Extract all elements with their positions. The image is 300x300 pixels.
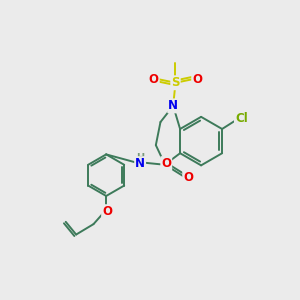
Text: O: O	[183, 171, 193, 184]
Text: H: H	[136, 153, 144, 163]
Text: N: N	[135, 157, 145, 170]
Text: O: O	[161, 157, 171, 170]
Text: O: O	[149, 73, 159, 86]
Text: S: S	[171, 76, 180, 89]
Text: Cl: Cl	[235, 112, 248, 125]
Text: O: O	[102, 205, 112, 218]
Text: N: N	[168, 99, 178, 112]
Text: O: O	[192, 73, 202, 86]
